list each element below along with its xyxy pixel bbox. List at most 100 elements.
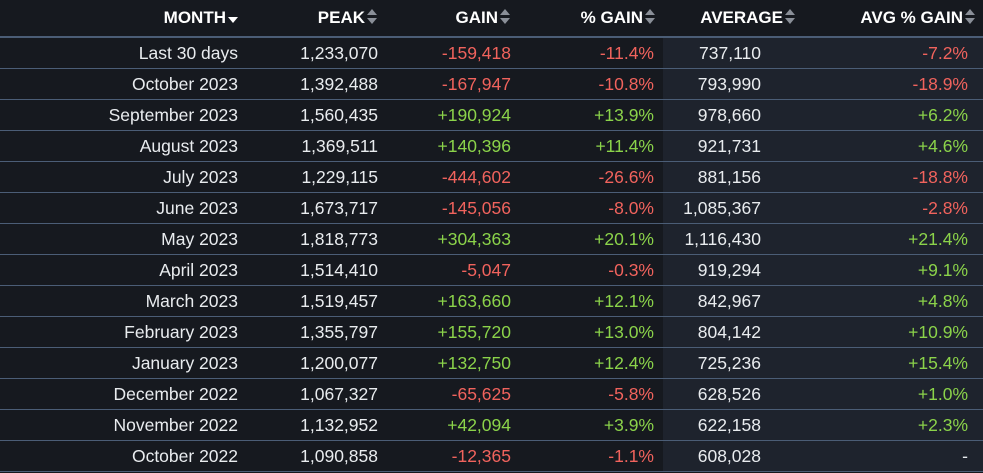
cell-avg-pct-gain: +4.8%	[803, 285, 983, 317]
cell-average: 725,236	[663, 347, 803, 379]
cell-month: March 2023	[0, 285, 246, 317]
cell-pct-gain: -1.1%	[518, 440, 663, 472]
cell-peak: 1,090,858	[246, 440, 385, 472]
cell-peak: 1,200,077	[246, 347, 385, 379]
cell-pct-gain: -11.4%	[518, 37, 663, 69]
table-body: Last 30 days 1,233,070 -159,418 -11.4% 7…	[0, 37, 983, 472]
cell-avg-pct-gain: +9.1%	[803, 254, 983, 286]
cell-average: 608,028	[663, 440, 803, 472]
cell-gain: -65,625	[385, 378, 518, 410]
cell-avg-pct-gain: -	[803, 440, 983, 472]
cell-gain: -145,056	[385, 192, 518, 224]
cell-pct-gain: +13.0%	[518, 316, 663, 348]
cell-gain: -5,047	[385, 254, 518, 286]
header-pct-gain[interactable]: % GAIN	[518, 0, 663, 38]
cell-peak: 1,392,488	[246, 68, 385, 100]
cell-month: Last 30 days	[0, 37, 246, 69]
header-gain[interactable]: GAIN	[385, 0, 518, 38]
cell-pct-gain: -0.3%	[518, 254, 663, 286]
header-gain-label: GAIN	[455, 8, 499, 27]
cell-gain: +190,924	[385, 99, 518, 131]
sort-icon	[367, 9, 378, 25]
cell-pct-gain: +13.9%	[518, 99, 663, 131]
cell-gain: +304,363	[385, 223, 518, 255]
cell-average: 1,116,430	[663, 223, 803, 255]
cell-peak: 1,514,410	[246, 254, 385, 286]
cell-peak: 1,673,717	[246, 192, 385, 224]
sort-icon	[965, 9, 976, 25]
table-row: February 2023 1,355,797 +155,720 +13.0% …	[0, 316, 983, 348]
cell-avg-pct-gain: -2.8%	[803, 192, 983, 224]
table-row: March 2023 1,519,457 +163,660 +12.1% 842…	[0, 285, 983, 317]
table-row: October 2022 1,090,858 -12,365 -1.1% 608…	[0, 440, 983, 472]
cell-month: June 2023	[0, 192, 246, 224]
cell-peak: 1,519,457	[246, 285, 385, 317]
cell-gain: +155,720	[385, 316, 518, 348]
cell-gain: +140,396	[385, 130, 518, 162]
cell-average: 978,660	[663, 99, 803, 131]
header-peak[interactable]: PEAK	[246, 0, 385, 38]
cell-peak: 1,560,435	[246, 99, 385, 131]
cell-pct-gain: -26.6%	[518, 161, 663, 193]
cell-month: April 2023	[0, 254, 246, 286]
cell-pct-gain: +3.9%	[518, 409, 663, 441]
cell-gain: +163,660	[385, 285, 518, 317]
cell-average: 737,110	[663, 37, 803, 69]
cell-pct-gain: +20.1%	[518, 223, 663, 255]
cell-gain: -167,947	[385, 68, 518, 100]
cell-average: 628,526	[663, 378, 803, 410]
cell-average: 842,967	[663, 285, 803, 317]
sort-icon	[645, 9, 656, 25]
cell-peak: 1,369,511	[246, 130, 385, 162]
cell-peak: 1,233,070	[246, 37, 385, 69]
cell-average: 921,731	[663, 130, 803, 162]
cell-month: December 2022	[0, 378, 246, 410]
cell-pct-gain: +12.1%	[518, 285, 663, 317]
table-row: May 2023 1,818,773 +304,363 +20.1% 1,116…	[0, 223, 983, 255]
cell-pct-gain: +12.4%	[518, 347, 663, 379]
cell-pct-gain: +11.4%	[518, 130, 663, 162]
cell-peak: 1,067,327	[246, 378, 385, 410]
header-avg-pct-gain-label: AVG % GAIN	[860, 8, 963, 27]
cell-avg-pct-gain: +4.6%	[803, 130, 983, 162]
sort-icon	[500, 9, 511, 25]
header-month[interactable]: MONTH	[0, 0, 246, 38]
cell-pct-gain: -5.8%	[518, 378, 663, 410]
table-row: October 2023 1,392,488 -167,947 -10.8% 7…	[0, 68, 983, 100]
cell-month: February 2023	[0, 316, 246, 348]
cell-peak: 1,229,115	[246, 161, 385, 193]
cell-month: September 2023	[0, 99, 246, 131]
sort-icon	[785, 9, 796, 25]
cell-avg-pct-gain: +2.3%	[803, 409, 983, 441]
cell-avg-pct-gain: -18.9%	[803, 68, 983, 100]
table-header: MONTH PEAK GAIN % GAIN AVERAGE AVG % GAI…	[0, 0, 983, 38]
cell-month: August 2023	[0, 130, 246, 162]
cell-month: July 2023	[0, 161, 246, 193]
cell-month: November 2022	[0, 409, 246, 441]
cell-avg-pct-gain: +6.2%	[803, 99, 983, 131]
cell-gain: -12,365	[385, 440, 518, 472]
header-average[interactable]: AVERAGE	[663, 0, 803, 38]
cell-average: 881,156	[663, 161, 803, 193]
table-row: April 2023 1,514,410 -5,047 -0.3% 919,29…	[0, 254, 983, 286]
cell-month: January 2023	[0, 347, 246, 379]
cell-avg-pct-gain: +15.4%	[803, 347, 983, 379]
table-row: Last 30 days 1,233,070 -159,418 -11.4% 7…	[0, 37, 983, 69]
table-row: November 2022 1,132,952 +42,094 +3.9% 62…	[0, 409, 983, 441]
table-row: January 2023 1,200,077 +132,750 +12.4% 7…	[0, 347, 983, 379]
header-month-label: MONTH	[163, 8, 226, 27]
header-peak-label: PEAK	[317, 8, 365, 27]
cell-month: May 2023	[0, 223, 246, 255]
cell-avg-pct-gain: +21.4%	[803, 223, 983, 255]
cell-peak: 1,132,952	[246, 409, 385, 441]
header-avg-pct-gain[interactable]: AVG % GAIN	[803, 0, 983, 38]
cell-pct-gain: -10.8%	[518, 68, 663, 100]
cell-average: 793,990	[663, 68, 803, 100]
cell-avg-pct-gain: -18.8%	[803, 161, 983, 193]
cell-gain: +42,094	[385, 409, 518, 441]
table-row: June 2023 1,673,717 -145,056 -8.0% 1,085…	[0, 192, 983, 224]
table-row: July 2023 1,229,115 -444,602 -26.6% 881,…	[0, 161, 983, 193]
cell-gain: -159,418	[385, 37, 518, 69]
table-row: September 2023 1,560,435 +190,924 +13.9%…	[0, 99, 983, 131]
